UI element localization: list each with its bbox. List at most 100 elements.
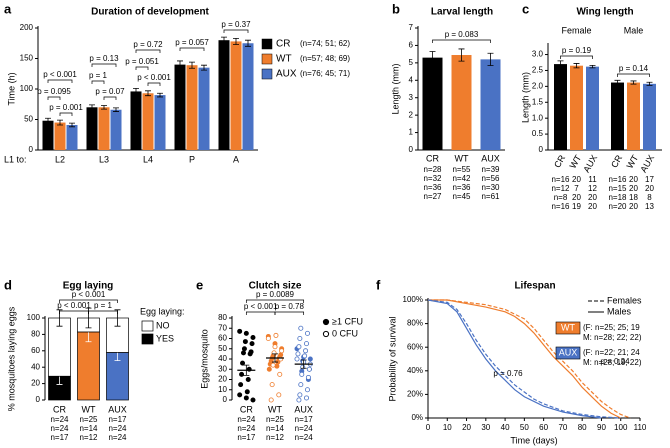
y-tick-label: 2 xyxy=(409,110,414,119)
y-tick-label: 7 xyxy=(409,23,414,32)
y-tick-label: 5 xyxy=(409,58,414,67)
y-tick-label: 40% xyxy=(407,366,423,375)
data-point xyxy=(244,389,250,395)
bracket xyxy=(47,79,73,83)
group-label: Male xyxy=(624,25,644,35)
legend-swatch xyxy=(141,320,154,332)
p-value: p = 0.72 xyxy=(133,40,163,49)
y-tick-label: 200 xyxy=(20,23,34,32)
data-point xyxy=(307,356,313,362)
p-value: p < 0.001 xyxy=(244,302,278,311)
n-label: n=24 xyxy=(295,433,314,442)
x-tick-label: 80 xyxy=(578,423,587,432)
y-axis-title: Time (h) xyxy=(6,72,16,105)
p-value: p < 0.001 xyxy=(137,73,171,82)
panel-title: Egg laying xyxy=(63,281,114,292)
panel-title: Larval length xyxy=(431,7,493,18)
n-label: n=36 xyxy=(452,183,471,192)
n-label: n=56 xyxy=(481,174,500,183)
n-label: 20 xyxy=(572,193,581,202)
error-bar xyxy=(557,60,564,68)
x-tick-label: 20 xyxy=(462,423,471,432)
bracket xyxy=(274,311,305,315)
y-tick-label: 30 xyxy=(218,364,227,373)
error-bar xyxy=(233,37,239,45)
data-point xyxy=(240,350,246,356)
error-bar xyxy=(113,107,119,112)
panel-letter: a xyxy=(4,1,12,16)
n-label: 13 xyxy=(645,202,654,211)
n-label: n=17 xyxy=(108,415,127,424)
error-bar xyxy=(221,36,227,44)
data-point xyxy=(299,371,305,377)
y-tick-label: 80 xyxy=(218,313,227,322)
bar xyxy=(480,59,501,150)
y-tick-label: 3.0 xyxy=(532,50,544,59)
p-value: p = 1 xyxy=(89,71,108,80)
error-bar xyxy=(458,48,465,62)
n-label: n=55 xyxy=(452,165,471,174)
y-tick-label: 50 xyxy=(218,344,227,353)
data-point xyxy=(273,332,279,338)
data-point xyxy=(266,366,272,372)
y-tick-label: 0% xyxy=(411,413,423,422)
data-point xyxy=(276,392,282,398)
y-tick-label: 50 xyxy=(24,115,33,124)
y-tick-label: 2.0 xyxy=(532,81,544,90)
y-tick-label: 100% xyxy=(403,295,423,304)
legend-label: WT xyxy=(561,322,575,332)
p-value: p = 0.78 xyxy=(275,302,305,311)
error-bar xyxy=(89,104,95,111)
y-axis-title: % mosquitoes laying eggs xyxy=(6,306,16,411)
error-bar xyxy=(272,353,278,363)
legend-swatch xyxy=(555,321,581,335)
y-axis-title: Length (mm) xyxy=(520,72,530,123)
data-point xyxy=(270,362,276,368)
data-point xyxy=(304,341,310,347)
data-point xyxy=(303,348,309,354)
bracket xyxy=(91,80,105,84)
x-tick-label: A xyxy=(233,154,239,164)
n-label: n=30 xyxy=(481,183,500,192)
p-value: p = 0.14 xyxy=(619,64,649,73)
p-value: p = 0.24 xyxy=(600,357,630,366)
y-tick-label: 1.0 xyxy=(532,113,544,122)
panel-letter: e xyxy=(196,277,203,292)
y-tick-label: 0 xyxy=(29,145,34,154)
n-label: n=61 xyxy=(481,192,500,201)
bar xyxy=(186,65,198,150)
y-tick-label: 1.5 xyxy=(532,97,544,106)
bar-segment xyxy=(48,317,71,377)
bar xyxy=(242,43,254,150)
panel-title: Lifespan xyxy=(514,281,555,292)
x-tick-label: 10 xyxy=(443,423,452,432)
n-label: n=17 xyxy=(295,415,314,424)
data-point xyxy=(304,387,310,393)
data-point xyxy=(297,335,303,341)
y-tick-label: 80 xyxy=(31,330,40,339)
panel-title: Wing length xyxy=(576,7,633,18)
error-bar xyxy=(145,90,151,97)
p-value: p = 0.07 xyxy=(95,87,125,96)
legend-swatch xyxy=(261,38,273,50)
error-bar xyxy=(429,51,436,65)
p-value: p = 0.13 xyxy=(89,54,119,63)
data-point xyxy=(279,348,285,354)
bar xyxy=(130,91,142,150)
data-point xyxy=(239,371,245,377)
data-point xyxy=(296,397,302,403)
bar xyxy=(451,55,472,151)
data-point xyxy=(238,382,244,388)
data-point xyxy=(306,366,312,372)
bracket xyxy=(91,63,117,67)
legend-swatch xyxy=(261,68,273,80)
n-label: n=12 xyxy=(551,184,570,193)
bar xyxy=(66,124,78,150)
legend-title: Egg laying: xyxy=(140,306,185,316)
p-value: p = 0.083 xyxy=(445,30,479,39)
n-label: 18 xyxy=(629,193,638,202)
legend-label: YES xyxy=(156,333,174,343)
legend-note: (n=74; 51; 62) xyxy=(300,39,350,48)
n-label: 20 xyxy=(645,184,654,193)
y-tick-label: 20 xyxy=(218,375,227,384)
